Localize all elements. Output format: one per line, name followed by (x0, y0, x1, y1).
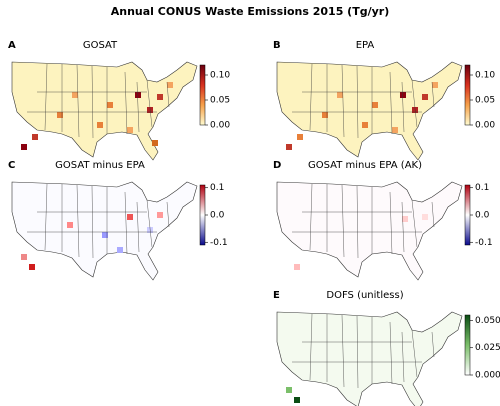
panel-letter: A (8, 40, 16, 51)
panel: D GOSAT minus EPA (AK) -0.1 0.0 0.1 (273, 160, 493, 281)
colorbar-tick-label: 0.05 (210, 96, 230, 106)
panel-title: DOFS (unitless) (326, 290, 403, 301)
panel: C GOSAT minus EPA -0.1 0.0 0.1 (8, 160, 228, 281)
colorbar-tick-label: 0.00 (210, 121, 230, 131)
colorbar-tick-label: 0.000 (475, 371, 500, 381)
colorbar-tick-label: -0.1 (210, 238, 228, 248)
panel-title: GOSAT minus EPA (55, 160, 145, 171)
panel-title: GOSAT minus EPA (AK) (308, 160, 422, 171)
colorbar-tick-label: 0.05 (475, 96, 495, 106)
panel-letter: B (273, 40, 281, 51)
colorbar (199, 184, 206, 246)
colorbar-tick-label: 0.1 (210, 183, 224, 193)
map (11, 61, 198, 161)
colorbar (464, 314, 471, 376)
panel: E DOFS (unitless) 0.000 0.025 0.050 (273, 290, 500, 406)
map (276, 61, 463, 161)
colorbar (464, 184, 471, 246)
colorbar (199, 64, 206, 126)
colorbar-tick-label: 0.0 (475, 211, 490, 221)
colorbar-tick-label: -0.1 (475, 238, 493, 248)
panel-letter: E (273, 290, 280, 301)
panel-letter: C (8, 160, 15, 171)
panel-title: GOSAT (83, 40, 118, 51)
colorbar-tick-label: 0.1 (475, 183, 489, 193)
map (276, 181, 463, 281)
colorbar (464, 64, 471, 126)
figure-title: Annual CONUS Waste Emissions 2015 (Tg/yr… (111, 5, 389, 18)
panel-title: EPA (356, 40, 375, 51)
colorbar-tick-label: 0.10 (210, 71, 230, 81)
panels: A GOSAT 0.00 0.05 0.10 B EPA 0.00 0.05 0.10 C GOSAT… (8, 40, 500, 406)
panel: B EPA 0.00 0.05 0.10 (273, 40, 495, 161)
map (276, 311, 463, 406)
panel: A GOSAT 0.00 0.05 0.10 (8, 40, 230, 161)
colorbar-tick-label: 0.050 (475, 316, 500, 326)
panel-letter: D (273, 160, 281, 171)
colorbar-tick-label: 0.0 (210, 211, 225, 221)
colorbar-tick-label: 0.025 (475, 343, 500, 353)
colorbar-tick-label: 0.00 (475, 121, 495, 131)
map (11, 181, 198, 281)
colorbar-tick-label: 0.10 (475, 71, 495, 81)
